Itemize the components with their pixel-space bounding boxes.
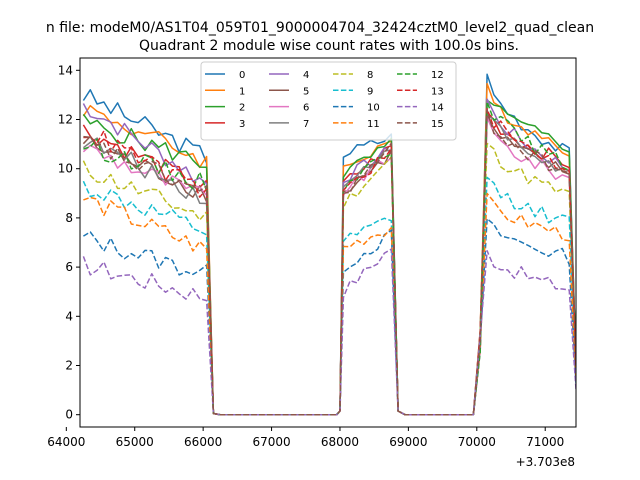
y-tick-label: 4 (65, 309, 73, 323)
x-tick-label: 64000 (47, 435, 85, 449)
x-tick-label: 70000 (458, 435, 496, 449)
legend-label: 14 (431, 103, 444, 114)
legend-label: 13 (431, 86, 444, 97)
legend-label: 6 (303, 103, 309, 114)
chart-title: Quadrant 2 module wise count rates with … (139, 38, 519, 54)
legend-label: 3 (239, 119, 245, 130)
legend-label: 5 (303, 86, 309, 97)
legend-box (200, 61, 457, 141)
series-layer (82, 73, 576, 416)
legend-label: 7 (303, 119, 309, 130)
series-line-8 (82, 142, 576, 416)
series-line-15 (83, 109, 576, 416)
series-line-12 (83, 101, 576, 416)
y-tick-label: 12 (58, 113, 73, 127)
legend-label: 12 (431, 70, 444, 81)
legend-label: 11 (367, 119, 380, 130)
x-tick-label: 67000 (252, 435, 290, 449)
legend-label: 2 (239, 103, 245, 114)
legend-label: 8 (367, 70, 373, 81)
legend-label: 15 (431, 119, 444, 130)
legend-label: 1 (239, 86, 245, 97)
axes-frame (79, 57, 577, 428)
y-tick-label: 14 (58, 63, 73, 77)
y-tick-label: 6 (65, 260, 73, 274)
x-tick-label: 65000 (116, 435, 154, 449)
x-tick-label: 69000 (389, 435, 427, 449)
y-tick-label: 8 (65, 211, 73, 225)
x-tick-label: 68000 (321, 435, 359, 449)
x-axis: 64000 65000 66000 67000 68000 69000 70000 71000 (47, 427, 564, 449)
legend-label: 10 (367, 103, 380, 114)
y-tick-label: 10 (58, 162, 73, 176)
y-axis: 0 2 4 6 8 10 12 14 (58, 63, 80, 422)
y-tick-label: 0 (65, 408, 73, 422)
chart-suptitle: n file: modeM0/AS1T04_059T01_9000004704_… (46, 20, 594, 36)
legend-label: 0 (239, 70, 245, 81)
y-tick-label: 2 (65, 359, 73, 373)
x-offset-label: +3.703e8 (516, 455, 575, 469)
legend-label: 4 (303, 70, 309, 81)
legend-label: 9 (367, 86, 373, 97)
x-tick-label: 71000 (526, 435, 564, 449)
x-tick-label: 66000 (184, 435, 222, 449)
